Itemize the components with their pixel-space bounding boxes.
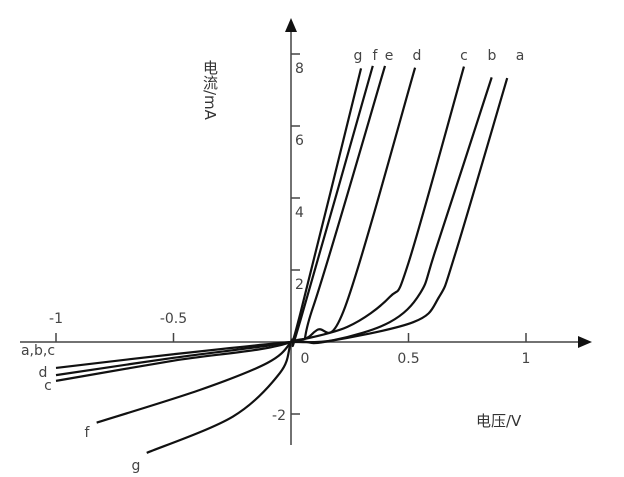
curve-label-left: a,b,c: [21, 343, 55, 359]
x-tick-label: 1: [522, 351, 531, 367]
curve-label-left: d: [39, 365, 48, 381]
curve-b: [290, 77, 493, 344]
y-tick-label: 6: [295, 133, 304, 149]
curve-f: [96, 65, 374, 424]
curve-label-top: b: [488, 48, 497, 64]
curve-e: [55, 65, 387, 382]
x-axis-label: 电压/V: [476, 412, 522, 430]
curve-d: [55, 67, 417, 377]
curve-label-bottom: f: [85, 425, 91, 441]
x-tick-label: -0.5: [160, 311, 187, 327]
curve-g: [146, 68, 363, 454]
y-axis-label: 电流/mA: [201, 60, 219, 120]
y-axis-arrow: [285, 18, 297, 32]
curve-label-top: a: [516, 48, 525, 64]
x-axis-arrow: [578, 336, 592, 348]
y-tick-label: 2: [295, 277, 304, 293]
curve-label-top: c: [460, 48, 468, 64]
curve-label-top: e: [385, 48, 394, 64]
curve-a: [55, 77, 509, 370]
curve-label-left: c: [44, 378, 52, 394]
origin-label: 0: [301, 351, 310, 367]
x-tick-label: -1: [49, 311, 63, 327]
x-tick-label: 0.5: [397, 351, 419, 367]
curve-label-top: d: [413, 48, 422, 64]
curve-c: [290, 66, 466, 344]
y-tick-label: 4: [295, 205, 304, 221]
y-tick-label: 8: [295, 61, 304, 77]
curve-label-top: g: [354, 48, 363, 64]
curve-label-bottom: g: [132, 458, 141, 474]
y-tick-label: -2: [272, 408, 286, 424]
curve-label-top: f: [373, 48, 379, 64]
